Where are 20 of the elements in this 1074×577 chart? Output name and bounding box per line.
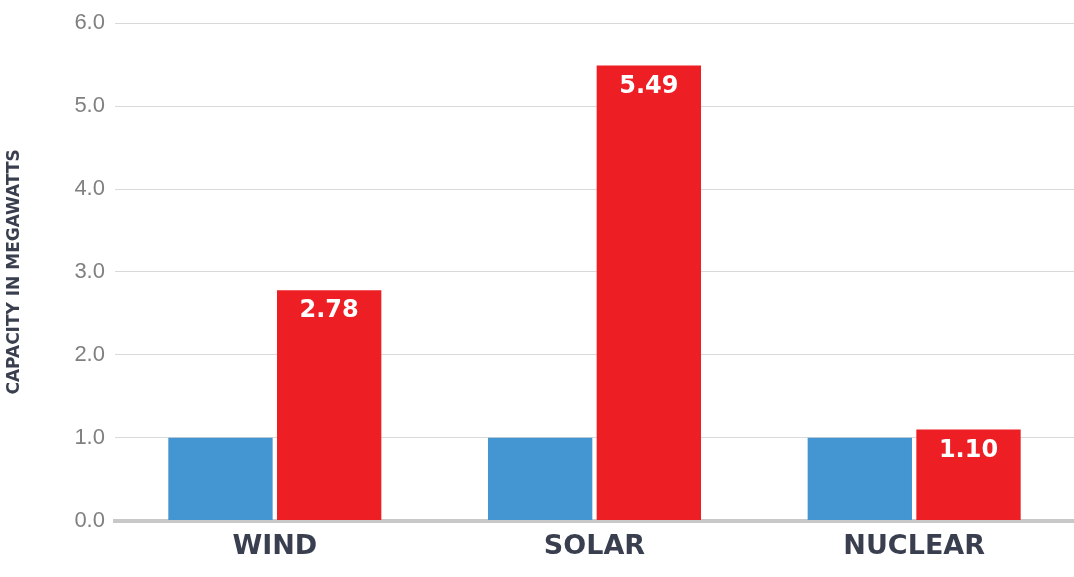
y-tick-label: 1.0 xyxy=(74,423,105,449)
bar xyxy=(487,437,593,521)
y-axis-title: CAPACITY IN MEGAWATTS xyxy=(2,149,23,395)
data-label: 1.10 xyxy=(938,434,999,463)
bar xyxy=(807,437,912,521)
y-tick-label: 4.0 xyxy=(74,175,105,201)
data-label: 2.78 xyxy=(299,295,359,324)
y-tick-label: 6.0 xyxy=(74,9,105,35)
y-tick-label: 5.0 xyxy=(74,92,105,118)
data-label: 5.49 xyxy=(619,70,679,99)
y-tick-label: 0.0 xyxy=(74,506,105,532)
bar xyxy=(916,429,1021,521)
bar xyxy=(168,437,273,521)
bar xyxy=(276,290,382,521)
y-tick-label: 3.0 xyxy=(74,257,105,283)
x-tick-label: WIND xyxy=(232,528,318,560)
x-tick-label: NUCLEAR xyxy=(843,528,986,560)
bar xyxy=(596,65,702,521)
x-tick-label: SOLAR xyxy=(543,528,646,560)
y-tick-label: 2.0 xyxy=(74,340,105,366)
